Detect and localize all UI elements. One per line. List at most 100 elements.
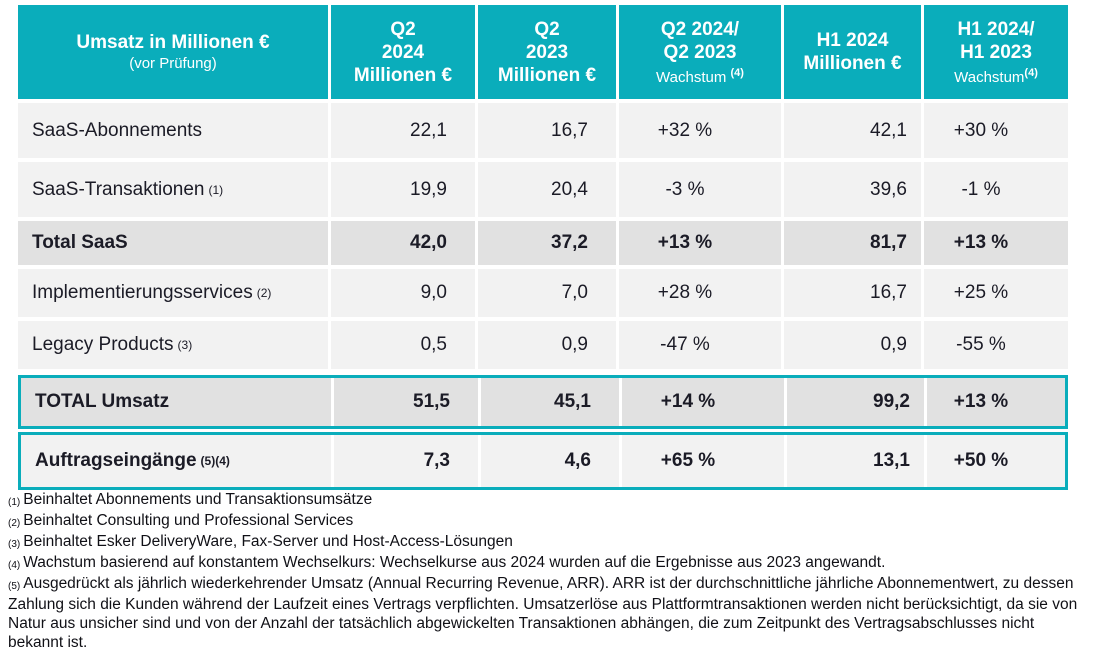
header-cell-q2-growth: Q2 2024/ Q2 2023 Wachstum (4) [619,5,781,99]
footnote-text: Beinhaltet Esker DeliveryWare, Fax-Serve… [23,533,513,550]
header-line: Millionen € [353,64,453,86]
table-row-saas-abonnements: SaaS-Abonnements 22,1 16,7 +32 % 42,1 +3… [18,103,1068,158]
header-cell-umsatz: Umsatz in Millionen € (vor Prüfung) [18,5,328,99]
cell-q2-2024: 0,5 [331,321,475,369]
cell-h1-growth: -55 % [924,321,1068,369]
header-cell-h1-growth: H1 2024/ H1 2023 Wachstum(4) [924,5,1068,99]
row-footnote-ref: (3) [177,338,193,352]
header-line: Q2 2024/ [660,18,740,40]
row-label-text: Legacy Products [32,334,174,355]
cell-q2-2023: 20,4 [478,162,616,217]
cell-q2-growth: +32 % [619,103,781,158]
cell-q2-2024: 9,0 [331,269,475,317]
row-label: Implementierungsservices (2) [18,269,328,317]
cell-h1-growth: +13 % [924,221,1068,265]
header-line: Q2 2023 [663,41,737,63]
header-title: Umsatz in Millionen € [76,32,270,53]
table-row-total-umsatz: TOTAL Umsatz 51,5 45,1 +14 % 99,2 +13 % [21,378,1065,426]
row-label-text: SaaS-Transaktionen [32,178,205,200]
cell-q2-growth: -47 % [619,321,781,369]
cell-h1-growth: +30 % [924,103,1068,158]
growth-text: Wachstum [656,68,731,86]
cell-q2-2023: 4,6 [481,435,619,487]
growth-footnote-ref: (4) [730,66,744,79]
table-row-saas-transaktionen: SaaS-Transaktionen (1) 19,9 20,4 -3 % 39,… [18,162,1068,217]
cell-q2-2024: 19,9 [331,162,475,217]
header-cell-q2-2024: Q2 2024 Millionen € [331,5,475,99]
cell-h1-2024: 16,7 [784,269,921,317]
cell-q2-2023: 37,2 [478,221,616,265]
cell-q2-growth: +28 % [619,269,781,317]
header-line: H1 2023 [960,41,1032,63]
header-line: Millionen € [803,53,902,74]
row-footnote-ref: (1) [208,182,224,197]
cell-h1-2024: 81,7 [784,221,921,265]
row-label: TOTAL Umsatz [21,378,331,426]
footnote-marker: (1) [8,497,21,508]
cell-q2-2024: 22,1 [331,103,475,158]
footnote-text: Wachstum basierend auf konstantem Wechse… [23,554,886,571]
row-label-text: Auftragseingänge [35,450,197,471]
cell-h1-2024: 13,1 [787,435,924,487]
cell-q2-2023: 7,0 [478,269,616,317]
cell-h1-2024: 99,2 [787,378,924,426]
header-line: H1 2024 [816,30,889,51]
row-label-text: TOTAL Umsatz [35,391,170,412]
header-cell-h1-2024: H1 2024 Millionen € [784,5,921,99]
header-growth-label: Wachstum (4) [656,64,744,87]
footnotes: (1) Beinhaltet Abonnements und Transaktio… [8,490,1090,652]
footnote-5: (5) Ausgedrückt als jährlich wiederkehren… [8,574,1090,652]
header-line: 2023 [525,41,569,63]
growth-text: Wachstum [954,68,1025,86]
footnote-marker: (2) [8,518,21,529]
row-label-text: Total SaaS [32,232,128,253]
table-row-legacy-products: Legacy Products (3) 0,5 0,9 -47 % 0,9 -55… [18,321,1068,369]
table-header-row: Umsatz in Millionen € (vor Prüfung) Q2 2… [18,5,1068,99]
growth-footnote-ref: (4) [1024,66,1038,79]
header-subtitle: (vor Prüfung) [129,55,217,72]
row-label: Legacy Products (3) [18,321,328,369]
header-line: Q2 [390,18,416,40]
revenue-table: Umsatz in Millionen € (vor Prüfung) Q2 2… [18,5,1068,490]
cell-q2-growth: -3 % [619,162,781,217]
cell-h1-growth: +13 % [927,378,1065,426]
table-row-total-saas: Total SaaS 42,0 37,2 +13 % 81,7 +13 % [18,221,1068,265]
row-label-text: SaaS-Abonnements [32,119,203,141]
footnote-text: Beinhaltet Abonnements und Transaktionsu… [23,491,373,508]
row-label: Total SaaS [18,221,328,265]
row-footnote-ref: (2) [256,286,272,300]
auftragseingaenge-box: Auftragseingänge (5)(4) 7,3 4,6 +65 % 13,… [18,432,1068,490]
cell-q2-growth: +14 % [622,378,784,426]
header-line: Q2 [534,18,560,40]
footnote-2: (2) Beinhaltet Consulting und Professiona… [8,511,1090,532]
cell-q2-2024: 7,3 [334,435,478,487]
cell-q2-2023: 16,7 [478,103,616,158]
row-footnote-ref: (5)(4) [200,454,230,468]
footnote-4: (4) Wachstum basierend auf konstantem Wec… [8,553,1090,574]
table-row-auftragseingaenge: Auftragseingänge (5)(4) 7,3 4,6 +65 % 13,… [21,435,1065,487]
header-growth-label: Wachstum(4) [954,64,1038,87]
cell-h1-2024: 0,9 [784,321,921,369]
footnote-marker: (5) [8,581,21,592]
row-label: SaaS-Transaktionen (1) [18,162,328,217]
row-label-text: Implementierungsservices [32,282,253,303]
row-label: Auftragseingänge (5)(4) [21,435,331,487]
footnote-text: Ausgedrückt als jährlich wiederkehrender… [8,575,1078,651]
footnote-3: (3) Beinhaltet Esker DeliveryWare, Fax-Se… [8,532,1090,553]
cell-q2-2024: 51,5 [334,378,478,426]
cell-h1-growth: +25 % [924,269,1068,317]
cell-q2-2023: 0,9 [478,321,616,369]
cell-q2-growth: +13 % [619,221,781,265]
footnote-marker: (4) [8,560,21,571]
footnote-marker: (3) [8,539,21,550]
table-row-implementierungsservices: Implementierungsservices (2) 9,0 7,0 +28 … [18,269,1068,317]
cell-q2-growth: +65 % [622,435,784,487]
total-umsatz-box: TOTAL Umsatz 51,5 45,1 +14 % 99,2 +13 % [18,375,1068,429]
cell-h1-2024: 42,1 [784,103,921,158]
cell-h1-growth: -1 % [924,162,1068,217]
row-label: SaaS-Abonnements [18,103,328,158]
cell-h1-growth: +50 % [927,435,1065,487]
cell-h1-2024: 39,6 [784,162,921,217]
header-line: H1 2024/ [957,18,1035,40]
header-line: 2024 [381,41,425,63]
